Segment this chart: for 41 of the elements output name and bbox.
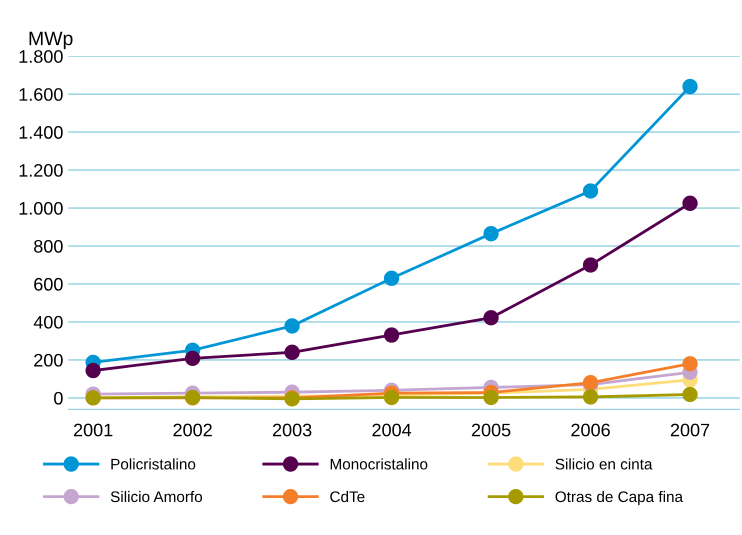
point	[682, 386, 698, 402]
x-tick-label: 2007	[670, 424, 710, 436]
point	[682, 356, 698, 372]
y-tick-label: 1.200	[20, 164, 63, 177]
point	[284, 344, 300, 360]
point	[682, 78, 698, 94]
y-tick-label: 1.600	[20, 88, 63, 101]
legend-label: Monocristalino	[330, 458, 428, 470]
point	[582, 389, 598, 405]
legend-label: Policristalino	[111, 458, 196, 470]
y-tick-label: 1.400	[20, 126, 63, 139]
point	[384, 327, 400, 343]
legend-label: Otras de Capa fina	[556, 490, 684, 506]
x-tick-label: 2001	[74, 424, 112, 436]
y-tick-label: 600	[34, 278, 63, 291]
point	[483, 310, 499, 326]
legend-label: Silicio Amorfo	[110, 490, 202, 502]
x-tick-label: 2004	[372, 424, 412, 436]
point	[582, 257, 598, 273]
point	[384, 270, 400, 286]
y-tick-label: 1.000	[20, 202, 63, 215]
x-tick-label: 2005	[472, 424, 510, 436]
point	[682, 196, 698, 211]
point	[284, 318, 300, 334]
y-tick-label: 1.800	[20, 50, 63, 63]
x-tick-label: 2002	[173, 424, 212, 436]
x-tick-label: 2003	[272, 424, 312, 436]
legend-label: CdTe	[330, 490, 364, 502]
x-tick-label: 2006	[571, 424, 610, 436]
point	[384, 390, 400, 406]
point	[85, 362, 101, 378]
point	[483, 390, 499, 406]
y-tick-label: 400	[34, 316, 63, 329]
point	[483, 226, 499, 242]
point	[184, 350, 200, 366]
y-tick-label: 200	[34, 354, 63, 367]
y-tick-label: 800	[34, 240, 63, 253]
y-tick-label: 0	[54, 392, 63, 405]
legend-label: Silicio en cinta	[555, 458, 652, 470]
y-axis-title: MWp	[30, 32, 73, 50]
point	[582, 183, 598, 199]
